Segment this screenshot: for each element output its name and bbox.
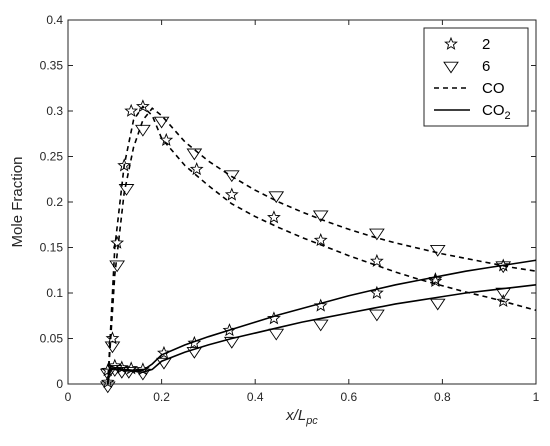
y-tick-label-5: 0.25 [40, 150, 64, 164]
legend-label-main-2: CO [482, 80, 505, 97]
x-tick-label-2: 0.4 [247, 390, 264, 404]
marker-star-co2-2-6 [187, 335, 202, 349]
marker-star-co-2-4 [124, 103, 139, 117]
marker-star-co-2-1 [105, 331, 120, 345]
marker-star-co2-2-9 [313, 298, 328, 312]
marker-star-co-2-0 [100, 374, 115, 389]
marker-triangle-co-6-8 [268, 191, 285, 204]
y-tick-label-8: 0.4 [46, 13, 63, 27]
y-tick-label-6: 0.3 [46, 104, 63, 118]
marker-star-co-2-7 [189, 162, 204, 176]
axis-layer: 0 0.2 0.4 0.6 0.8 1 0 0.05 0.1 0.15 0.2 0.25 0.3 0.35… [40, 13, 540, 404]
marker-star-co2-2-4 [135, 362, 150, 376]
y-tick-label-0: 0 [56, 377, 63, 391]
x-tick-label-1: 0.2 [153, 390, 170, 404]
x-tick-label-4: 0.8 [434, 390, 451, 404]
x-axis-title-main: x/L [285, 407, 306, 424]
marker-triangle-co-6-12 [495, 261, 512, 274]
marker-star-co2-2-5 [157, 345, 171, 359]
x-axis-title: x/Lpc [285, 407, 318, 427]
marker-triangle-co2-6-9 [312, 319, 329, 332]
y-tick-label-3: 0.15 [40, 241, 64, 255]
marker-star-co2-2-8 [267, 311, 281, 325]
data-layer [99, 99, 537, 394]
marker-star-co-2-10 [313, 232, 328, 247]
x-tick-label-3: 0.6 [340, 390, 357, 404]
marker-star-co2-2-11 [428, 272, 443, 286]
marker-star-co-2-9 [267, 210, 281, 224]
y-axis-title: Mole Fraction [9, 157, 26, 248]
marker-star-co2-2-3 [124, 361, 139, 375]
marker-triangle-co2-6-0 [99, 368, 116, 381]
y-tick-label-4: 0.2 [46, 195, 63, 209]
marker-triangle-co-6-4 [135, 124, 151, 137]
marker-star-co2-2-7 [222, 323, 237, 337]
marker-triangle-co2-6-3 [120, 366, 137, 379]
marker-triangle-co-6-11 [429, 245, 446, 257]
marker-triangle-co-6-9 [312, 210, 329, 223]
legend-label-main-3: CO [482, 102, 505, 119]
y-tick-label-1: 0.05 [40, 332, 64, 346]
marker-star-co-2-13 [496, 293, 511, 308]
marker-star-co-2-2 [110, 235, 125, 249]
x-axis-title-subscript: pc [305, 415, 318, 427]
marker-star-co-2-12 [428, 273, 443, 288]
marker-star-co-2-11 [369, 253, 384, 267]
x-tick-label-5: 1 [533, 390, 540, 404]
legend-label-main-0: 2 [482, 36, 490, 53]
marker-star-co-2-5 [135, 99, 150, 113]
marker-triangle-co2-6-7 [223, 336, 240, 349]
marker-triangle-co-6-0 [99, 381, 116, 394]
legend-symbol-1 [443, 61, 459, 74]
series-line-co-6 [106, 107, 537, 385]
marker-triangle-co2-6-8 [268, 328, 285, 341]
marker-star-co2-2-12 [496, 258, 511, 272]
marker-star-co2-2-1 [107, 358, 122, 372]
marker-triangle-co-6-5 [153, 116, 170, 129]
legend-label-sub-3: 2 [505, 110, 511, 122]
marker-star-co-2-8 [224, 187, 239, 201]
legend-label-1: 6 [482, 58, 490, 75]
marker-triangle-co2-6-1 [106, 365, 123, 377]
marker-triangle-co-6-1 [104, 341, 121, 354]
marker-triangle-co-6-2 [109, 260, 125, 273]
legend-label-3: CO2 [482, 102, 511, 122]
marker-triangle-co-6-10 [369, 228, 385, 241]
marker-triangle-co2-6-6 [186, 346, 203, 359]
marker-triangle-co-6-6 [186, 148, 203, 161]
marker-star-co2-2-10 [369, 285, 384, 299]
marker-triangle-co2-6-10 [369, 309, 385, 322]
legend-symbol-0 [444, 36, 458, 50]
legend-label-0: 2 [482, 36, 490, 53]
y-tick-label-2: 0.1 [46, 286, 63, 300]
legend-box [423, 27, 529, 127]
marker-star-co-2-3 [117, 158, 132, 172]
marker-star-co-2-6 [159, 132, 174, 146]
x-tick-label-0: 0 [65, 390, 72, 404]
legend-label-2: CO [482, 80, 505, 97]
marker-triangle-co-6-7 [223, 170, 240, 183]
marker-triangle-co-6-3 [118, 184, 135, 196]
series-line-co2-2 [106, 259, 537, 385]
marker-triangle-co2-6-4 [135, 368, 151, 381]
marker-triangle-co2-6-12 [495, 287, 512, 300]
marker-triangle-co2-6-11 [429, 298, 446, 311]
legend-label-main-1: 6 [482, 58, 490, 75]
marker-triangle-co2-6-5 [156, 357, 172, 370]
y-tick-label-7: 0.35 [40, 59, 64, 73]
